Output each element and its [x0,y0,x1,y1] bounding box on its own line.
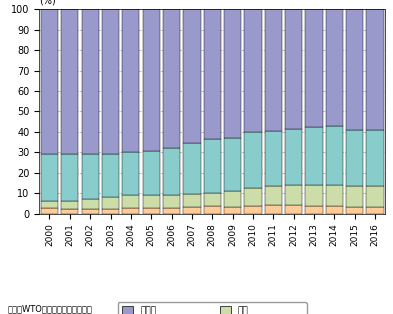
Bar [285,185,302,205]
Bar [183,9,200,143]
Bar [81,209,99,214]
Bar [183,207,200,214]
Bar [163,148,180,195]
Legend: 先進国, 新興・途上国（BRIC除く）, 中国, ブラジル・ロシア・インド: 先進国, 新興・途上国（BRIC除く）, 中国, ブラジル・ロシア・インド [118,302,307,314]
Bar [366,207,384,214]
Bar [163,9,180,148]
Bar [346,186,363,207]
Bar [81,154,99,199]
Bar [102,154,119,197]
Bar [122,9,140,152]
Bar [183,143,200,194]
Bar [346,207,363,214]
Bar [41,9,58,154]
Bar [224,191,241,207]
Bar [264,131,282,186]
Bar [204,139,221,193]
Bar [346,9,363,130]
Bar [204,9,221,139]
Bar [41,201,58,208]
Bar [305,9,323,127]
Bar [204,193,221,206]
Bar [61,209,79,214]
Bar [305,127,323,185]
Bar [305,185,323,206]
Bar [122,208,140,214]
Bar [61,201,79,209]
Bar [224,138,241,191]
Bar [264,9,282,131]
Bar [122,152,140,195]
Bar [102,9,119,154]
Bar [61,154,79,201]
Bar [224,9,241,138]
Bar [81,9,99,154]
Bar [264,186,282,205]
Bar [81,199,99,209]
Bar [366,130,384,186]
Bar [326,9,343,126]
Bar [204,206,221,214]
Bar [285,205,302,214]
Bar [143,208,160,214]
Bar [244,132,262,188]
Bar [183,194,200,207]
Bar [305,206,323,214]
Bar [366,9,384,130]
Bar [285,129,302,185]
Bar [285,9,302,129]
Bar [143,195,160,208]
Bar [102,209,119,214]
Bar [61,9,79,154]
Bar [244,9,262,132]
Bar [326,126,343,185]
Bar [244,188,262,206]
Bar [122,195,140,208]
Bar [264,205,282,214]
Text: 資料：WTOから経済産業省作成。: 資料：WTOから経済産業省作成。 [8,304,93,313]
Bar [163,195,180,208]
Bar [326,206,343,214]
Bar [366,186,384,207]
Bar [102,197,119,209]
Bar [163,208,180,214]
Text: (%): (%) [39,0,56,5]
Bar [224,207,241,214]
Bar [346,130,363,186]
Bar [244,206,262,214]
Bar [143,9,160,151]
Bar [326,185,343,206]
Bar [41,154,58,201]
Bar [143,151,160,195]
Bar [41,208,58,214]
